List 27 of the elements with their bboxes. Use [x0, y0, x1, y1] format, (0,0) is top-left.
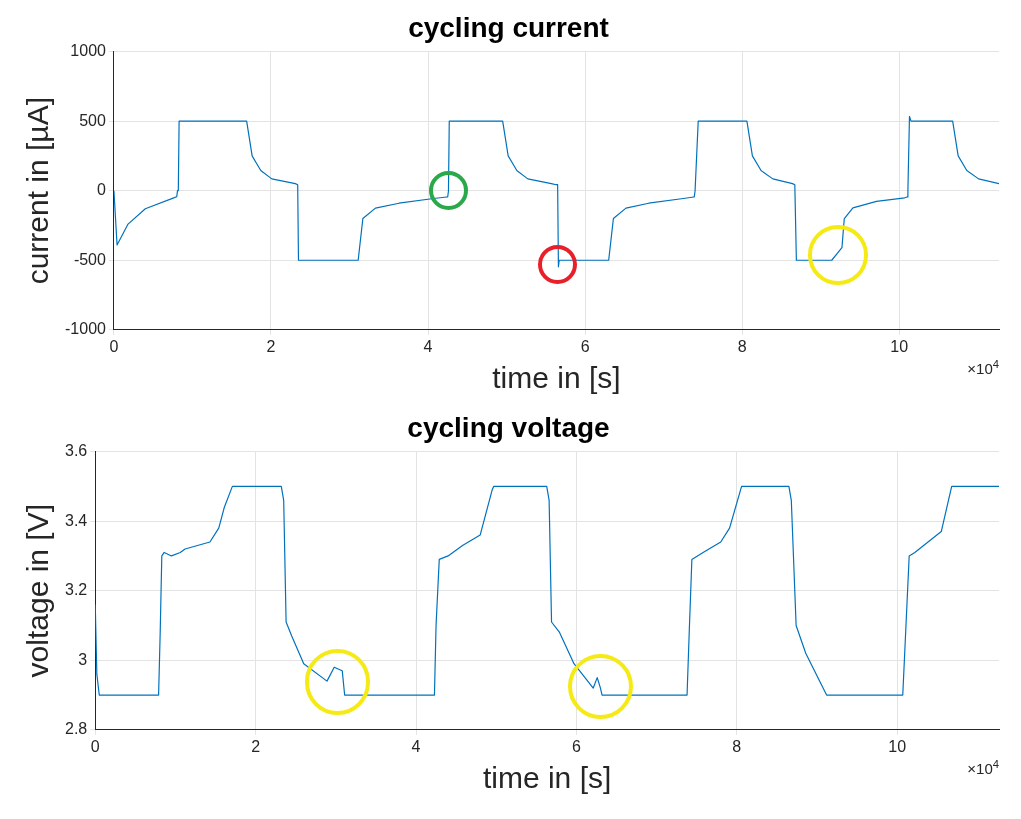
y-tick-label: -1000	[65, 320, 107, 338]
y-tick-label: 3.4	[64, 511, 88, 529]
x-tick-label: 6	[580, 337, 590, 355]
y-axis-title: voltage in [V]	[21, 503, 55, 678]
x-axis-title: time in [s]	[482, 761, 612, 795]
x-tick-label: 4	[423, 337, 433, 355]
y-tick-label: 500	[79, 111, 107, 129]
y-tick-label: 0	[97, 181, 107, 199]
y-axis-title: current in [µA]	[21, 97, 55, 285]
x-tick-label: 0	[109, 337, 119, 355]
x-tick-label: 8	[737, 337, 747, 355]
chart-title: cycling voltage	[407, 411, 610, 443]
x-tick-label: 2	[266, 337, 276, 355]
x-axis-title: time in [s]	[492, 361, 621, 395]
y-tick-label: 3.6	[64, 442, 88, 460]
x-tick-label: 10	[890, 337, 909, 355]
y-tick-label: 3.2	[64, 581, 88, 599]
chart-title: cycling current	[408, 11, 609, 43]
x-tick-label: 8	[732, 737, 742, 755]
x-tick-label: 4	[411, 737, 421, 755]
y-tick-label: -500	[73, 250, 107, 268]
y-tick-label: 2.8	[64, 720, 88, 738]
x-tick-label: 10	[888, 737, 907, 755]
x-tick-label: 6	[571, 737, 581, 755]
y-tick-label: 1000	[70, 42, 107, 60]
y-tick-label: 3	[78, 650, 88, 668]
x-tick-label: 2	[251, 737, 261, 755]
